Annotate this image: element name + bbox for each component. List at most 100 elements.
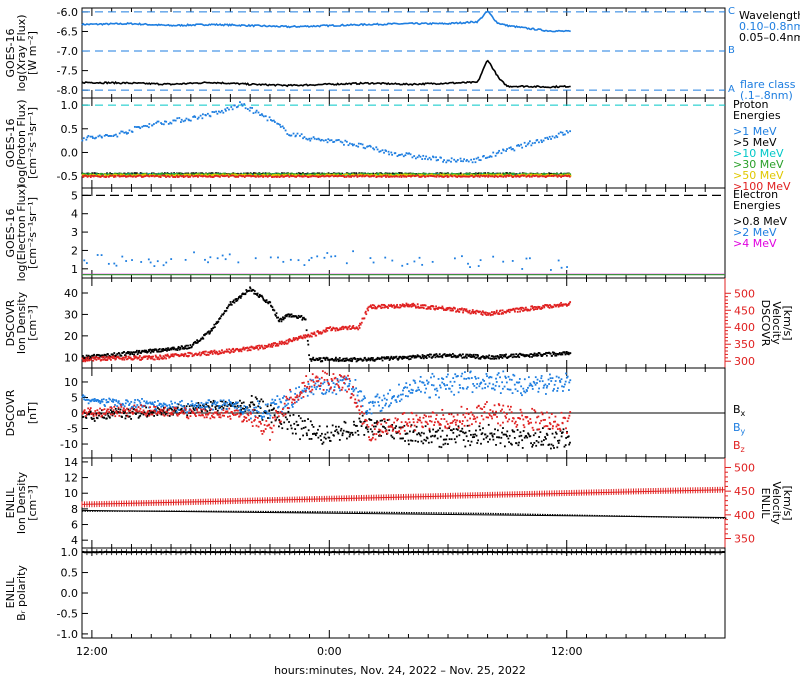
series-point <box>383 175 385 177</box>
series-point <box>534 306 536 308</box>
series-point <box>205 403 207 405</box>
series-point <box>542 427 544 429</box>
series-point <box>304 420 306 422</box>
series-point <box>157 400 159 402</box>
series-point <box>141 126 143 128</box>
series-point <box>526 258 528 260</box>
series-point <box>320 435 322 437</box>
series-point <box>448 160 450 162</box>
series-point <box>116 265 118 267</box>
series-point <box>461 308 463 310</box>
series-point <box>212 353 214 355</box>
series-point <box>390 174 392 176</box>
series-point <box>353 175 355 177</box>
series-point <box>505 150 507 152</box>
series-point <box>83 259 85 261</box>
series-point <box>460 160 462 162</box>
series-point <box>519 311 521 313</box>
series-point <box>213 324 215 326</box>
series-point <box>358 418 360 420</box>
series-point <box>549 307 551 309</box>
series--1-mev <box>81 101 571 163</box>
series-point <box>200 175 202 177</box>
series-point <box>373 426 375 428</box>
series-point <box>268 344 270 346</box>
series-point <box>403 155 405 157</box>
series-point <box>420 305 422 307</box>
series-point <box>454 438 456 440</box>
series-point <box>412 156 414 158</box>
series-point <box>497 176 499 178</box>
series-point <box>105 356 107 358</box>
series-point <box>331 329 333 331</box>
series-point <box>442 161 444 163</box>
series-point <box>475 354 477 356</box>
series-point <box>358 325 360 327</box>
series-point <box>230 301 232 303</box>
series-point <box>223 399 225 401</box>
series-point <box>255 407 257 409</box>
series-point <box>321 360 323 362</box>
series-point <box>136 350 138 352</box>
series-point <box>94 175 96 177</box>
series-point <box>555 355 557 357</box>
series-point <box>222 404 224 406</box>
series-point <box>306 434 308 436</box>
series-point <box>391 260 393 262</box>
series-point <box>123 351 125 353</box>
series-point <box>203 403 205 405</box>
series-point <box>455 441 457 443</box>
series-point <box>442 356 444 358</box>
series-point <box>308 259 310 261</box>
series-point <box>502 309 504 311</box>
series-point <box>325 139 327 141</box>
series-point <box>153 265 155 267</box>
series-point <box>279 341 281 343</box>
series-point <box>270 346 272 348</box>
series-point <box>109 399 111 401</box>
series-point <box>327 138 329 140</box>
series-point <box>120 355 122 357</box>
series-point <box>313 426 315 428</box>
series-point <box>427 437 429 439</box>
right-tick-label: 450 <box>734 304 755 317</box>
series-point <box>238 405 240 407</box>
series-point <box>288 316 290 318</box>
series-point <box>177 407 179 409</box>
series-point <box>430 175 432 177</box>
series-point <box>445 161 447 163</box>
series-point <box>432 429 434 431</box>
series-point <box>433 306 435 308</box>
series-point <box>163 123 165 125</box>
series-point <box>201 117 203 119</box>
series-point <box>178 117 180 119</box>
series-point <box>312 357 314 359</box>
series-point <box>544 436 546 438</box>
series-point <box>174 402 176 404</box>
series-point <box>510 146 512 148</box>
series-point <box>486 157 488 159</box>
series-point <box>533 434 535 436</box>
series-point <box>340 141 342 143</box>
series-point <box>211 351 213 353</box>
series-point <box>137 399 139 401</box>
y-axis-label: [cm⁻²s⁻¹sr⁻¹] <box>26 107 39 179</box>
series-point <box>241 350 243 352</box>
series-point <box>164 411 166 413</box>
series-point <box>218 111 220 113</box>
series-point <box>540 444 542 446</box>
series-point <box>152 175 154 177</box>
series-point <box>439 427 441 429</box>
series-point <box>139 400 141 402</box>
series-point <box>422 442 424 444</box>
series-point <box>239 400 241 402</box>
series-point <box>338 139 340 141</box>
series-point <box>103 356 105 358</box>
series-point <box>534 353 536 355</box>
series-point <box>249 406 251 408</box>
series-point <box>220 399 222 401</box>
series-point <box>480 443 482 445</box>
series-point <box>165 176 167 178</box>
series-point <box>183 120 185 122</box>
series-point <box>243 411 245 413</box>
